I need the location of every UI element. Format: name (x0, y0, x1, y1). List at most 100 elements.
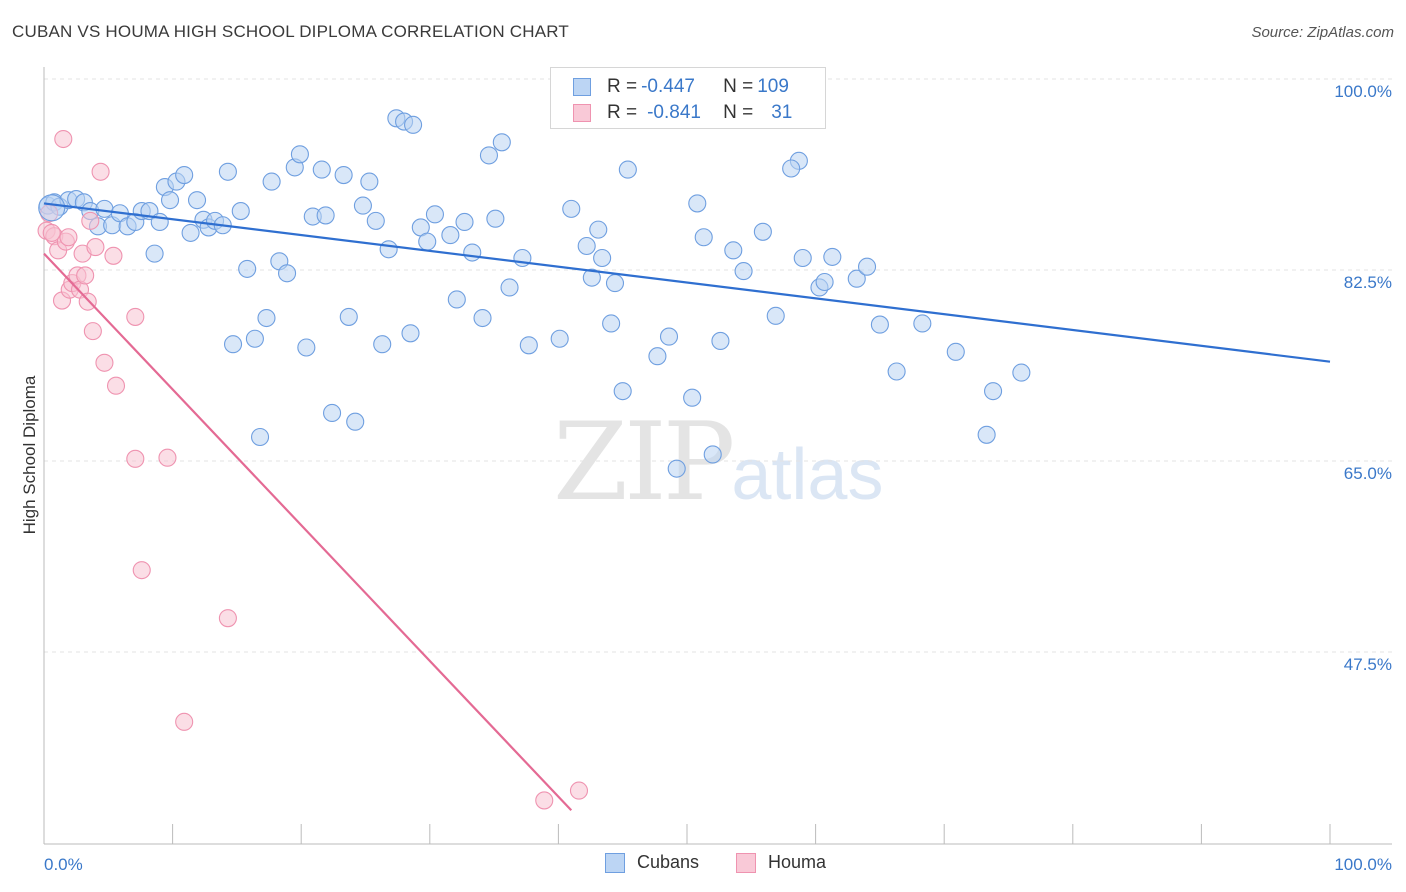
houma-point (158, 448, 177, 467)
cubans-point (823, 247, 842, 266)
y-tick-label: 47.5% (1344, 655, 1392, 674)
cubans-point (278, 264, 297, 283)
cubans-point (753, 222, 772, 241)
legend-row-houma: R = -0.841 N = 31 (573, 101, 801, 125)
cubans-point (160, 191, 180, 210)
cubans-point (38, 194, 66, 222)
cubans-point (379, 240, 398, 259)
cubans-point (500, 278, 519, 297)
cubans-point (323, 403, 342, 423)
bottom-legend-cubans: Cubans (605, 852, 699, 873)
cubans-point (550, 329, 569, 348)
cubans-point (519, 336, 538, 355)
cubans-point (1012, 363, 1031, 382)
cubans-point (648, 347, 667, 366)
houma-point (126, 307, 145, 326)
cubans-point (703, 445, 722, 464)
cubans-point (447, 290, 466, 309)
houma-point (126, 449, 145, 468)
cubans-point (602, 314, 621, 333)
cubans-point (218, 162, 237, 181)
legend-n-label: N = (723, 102, 754, 123)
cubans-point (360, 172, 379, 191)
cubans-point (694, 228, 713, 247)
cubans-point (659, 327, 679, 346)
cubans-point (793, 248, 812, 268)
watermark: ZIPatlas (553, 400, 883, 525)
y-tick-label: 82.5% (1344, 273, 1392, 292)
cubans-point (401, 324, 420, 343)
cubans-point (688, 194, 707, 213)
grid-lines (44, 78, 1392, 653)
cubans-point (181, 223, 200, 242)
houma-point (106, 376, 126, 395)
cubans-point (887, 362, 906, 381)
houma-point (42, 223, 61, 242)
cubans-point (463, 243, 482, 262)
cubans-point (145, 244, 164, 263)
legend-n-value: 109 (757, 76, 789, 97)
chart-title: CUBAN VS HOUMA HIGH SCHOOL DIPLOMA CORRE… (12, 22, 570, 41)
cubans-point (977, 425, 996, 444)
cubans-point (815, 272, 834, 292)
cubans-point (316, 206, 335, 225)
cubans-point (187, 191, 207, 210)
cubans-point (724, 241, 743, 260)
y-tick-label: 100.0% (1334, 82, 1392, 101)
houma-trend-line (43, 252, 573, 812)
cubans-point (711, 331, 730, 350)
cubans-point (946, 342, 965, 361)
correlation-legend: R = -0.447 N = 109 R = -0.841 N = 31 (550, 67, 826, 129)
cubans-point (667, 459, 686, 478)
cubans-point (290, 145, 309, 164)
cubans-point (257, 308, 276, 328)
houma-point (83, 322, 102, 341)
houma-point (78, 292, 97, 311)
tick-labels: 100.0% 82.5% 65.0% 47.5% 0.0% 100.0% (44, 82, 1392, 874)
cubans-point (334, 165, 353, 185)
houma-point (535, 791, 554, 810)
houma-point (76, 266, 95, 285)
cubans-point (297, 338, 316, 357)
cubans-point (582, 268, 601, 287)
legend-r-value: -0.841 (647, 102, 701, 123)
cubans-point (618, 160, 637, 179)
cubans-point (175, 165, 194, 185)
cubans-trend-line (43, 202, 1331, 363)
houma-point (104, 246, 123, 265)
source-label: Source: ZipAtlas.com (1251, 24, 1394, 41)
legend-r-label: R = (607, 102, 638, 123)
watermark-zip: ZIP (553, 400, 735, 525)
y-tick-label: 65.0% (1344, 464, 1392, 483)
houma-legend-swatch (736, 852, 756, 873)
bottom-legend-houma: Houma (736, 852, 826, 873)
cubans-point (339, 307, 358, 326)
cubans-point (847, 269, 866, 288)
cubans-point (245, 329, 264, 348)
cubans-legend-label: Cubans (637, 852, 700, 872)
cubans-point (250, 427, 270, 447)
cubans-point (346, 412, 365, 431)
cubans-point (425, 205, 444, 224)
legend-r-value: -0.447 (641, 76, 695, 97)
cubans-point (913, 314, 932, 333)
houma-point (175, 712, 194, 731)
cubans-point (95, 199, 114, 218)
cubans-point (312, 160, 331, 179)
houma-point (54, 129, 73, 149)
houma-point (95, 353, 114, 372)
cubans-point (479, 146, 499, 165)
houma-point (132, 561, 151, 580)
legend-n-label: N = (723, 76, 754, 97)
data-points (37, 109, 1031, 810)
cubans-point (473, 308, 492, 328)
cubans-point (782, 159, 801, 178)
x-tick-label: 100.0% (1334, 855, 1392, 874)
legend-r-label: R = (607, 76, 638, 97)
houma-point (218, 609, 237, 628)
cubans-point (353, 196, 372, 215)
houma-point (91, 162, 110, 181)
cubans-legend-swatch (605, 852, 625, 873)
houma-point (59, 228, 78, 247)
